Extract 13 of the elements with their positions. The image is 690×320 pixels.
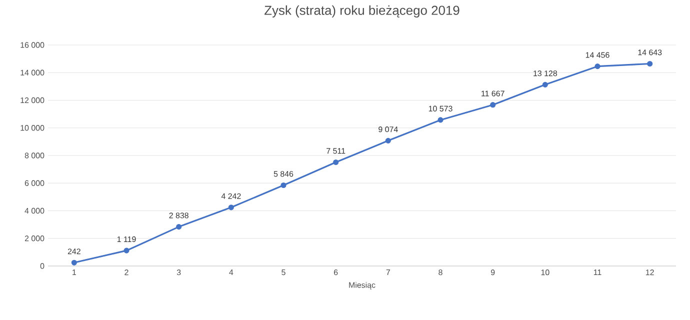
point [594,64,600,70]
point [438,117,444,123]
point [542,82,548,88]
point [280,182,286,188]
point [333,159,339,166]
point [71,260,77,266]
point [647,60,653,67]
chart-title: Zysk (strata) roku bieżącego 2019 [264,5,460,18]
point [124,248,130,254]
point [490,102,496,108]
point [228,204,234,210]
point [176,224,182,230]
point [385,138,391,144]
